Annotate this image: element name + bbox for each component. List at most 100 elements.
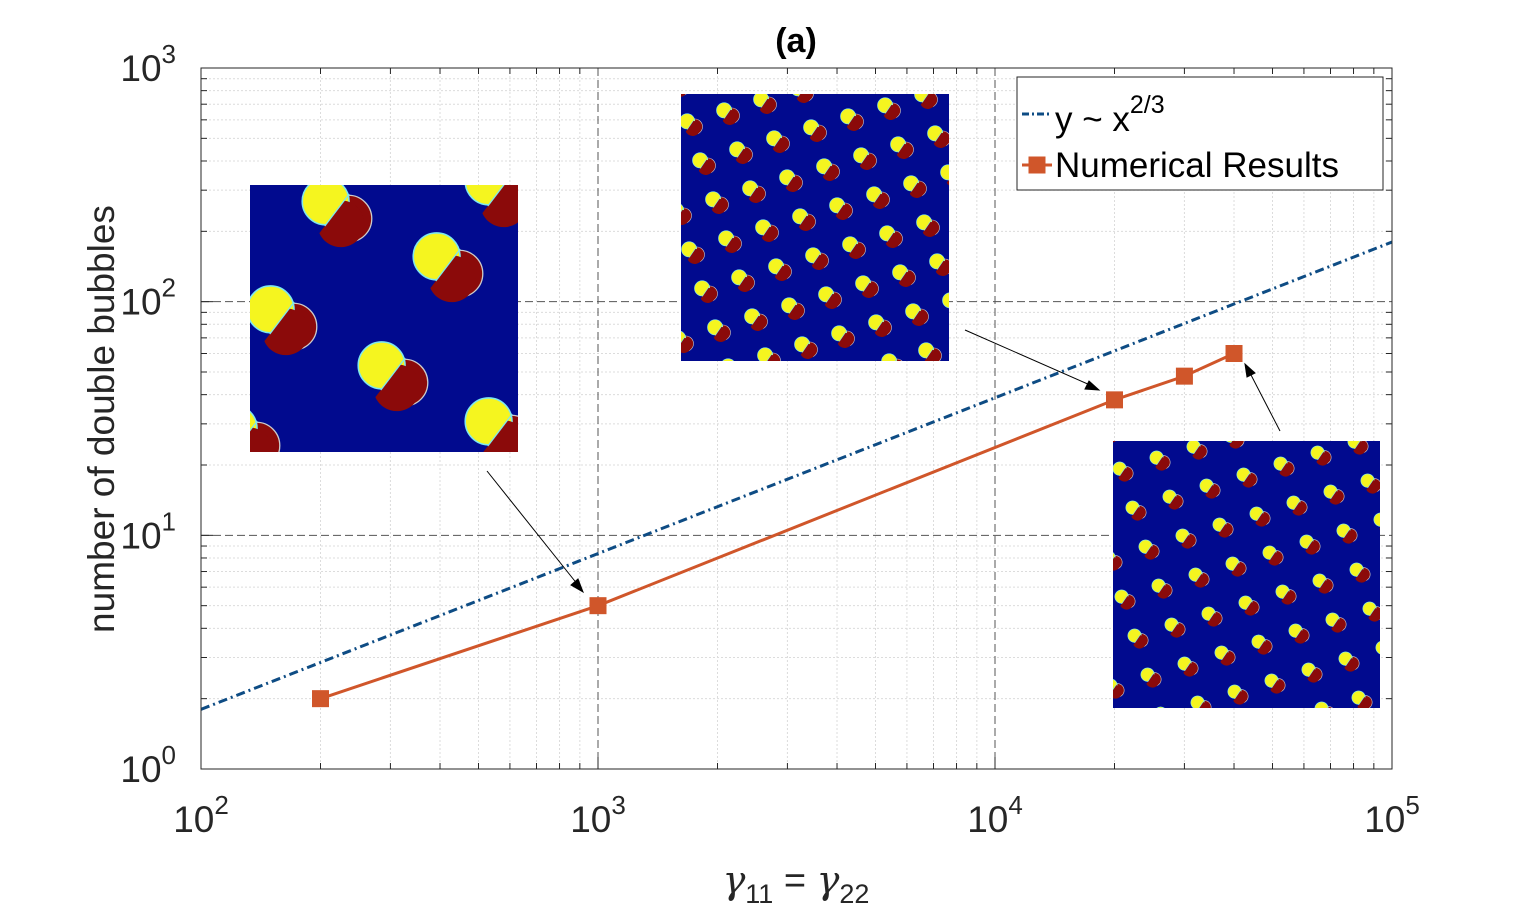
double-bubble	[840, 108, 865, 134]
double-bubble	[1190, 695, 1212, 708]
double-bubble	[929, 253, 949, 279]
bubble-interface	[487, 185, 505, 207]
double-bubble	[816, 158, 841, 184]
double-bubble	[742, 180, 767, 206]
bubble-interface	[766, 352, 773, 361]
double-bubble	[1347, 441, 1369, 458]
double-bubble	[357, 341, 430, 421]
double-bubble	[853, 147, 878, 173]
bubble-interface	[380, 357, 406, 391]
double-bubble	[1227, 684, 1249, 708]
bubble-interface	[1193, 444, 1201, 454]
arrow-inset2	[964, 329, 1091, 386]
bubble-interface	[324, 193, 350, 227]
bubble-interface	[726, 235, 734, 247]
double-bubble	[1238, 595, 1260, 619]
bubble-interface	[715, 324, 723, 336]
bubble-interface	[1293, 500, 1301, 510]
bubble-interface	[1295, 628, 1303, 638]
bubble-interface	[811, 124, 819, 136]
double-bubble	[755, 219, 780, 245]
y-tick-label: 102	[120, 273, 176, 323]
inset-gamma-1000	[250, 185, 518, 452]
bubble-interface	[752, 313, 760, 325]
double-bubble	[1249, 506, 1271, 530]
double-bubble	[1199, 478, 1221, 502]
double-bubble	[705, 191, 730, 217]
x-tick-label: 102	[173, 790, 229, 840]
double-bubble	[1113, 552, 1123, 574]
bubble-interface	[926, 347, 934, 359]
double-bubble	[1188, 567, 1210, 591]
double-bubble	[766, 130, 791, 156]
inset-gamma-40000	[1113, 441, 1380, 708]
double-bubble	[1360, 473, 1380, 497]
arrowhead-inset2	[1084, 380, 1101, 391]
y-tick-label: 101	[120, 506, 176, 556]
bubble-lobe-yellow	[940, 164, 949, 181]
double-bubble	[881, 353, 906, 361]
double-bubble	[1262, 545, 1284, 569]
double-bubble	[1114, 589, 1136, 613]
y-tick-label: 103	[120, 39, 176, 89]
double-bubble	[694, 280, 719, 306]
bubble-interface	[924, 219, 932, 231]
bubble-lobe-yellow	[942, 292, 949, 309]
double-bubble	[753, 94, 778, 117]
bubble-interface	[1369, 606, 1377, 616]
double-bubble	[1336, 523, 1358, 547]
bubble-interface	[894, 358, 897, 361]
double-bubble	[1286, 495, 1308, 519]
bubble-interface	[1221, 650, 1229, 660]
double-bubble	[779, 169, 804, 195]
legend-label-numerical: Numerical Results	[1055, 146, 1339, 185]
legend: y ~ x2/3 Numerical Results	[1016, 76, 1384, 191]
bubble-interface	[1113, 683, 1118, 690]
bubble-interface	[787, 174, 795, 186]
double-bubble	[831, 325, 856, 351]
bubble-interface	[1121, 594, 1129, 604]
double-bubble	[757, 347, 782, 361]
double-bubble	[805, 247, 830, 273]
double-bubble	[855, 275, 880, 301]
double-bubble	[731, 269, 756, 295]
bubble-lobe-red-fill	[419, 245, 485, 312]
bubble-interface	[824, 163, 832, 175]
y-axis-label: number of double bubbles	[81, 205, 122, 633]
bubble-interface	[1158, 583, 1166, 593]
arrow-inset1	[486, 470, 579, 586]
double-bubble	[803, 119, 828, 145]
bubble-lobe-red-fill	[308, 190, 374, 257]
double-bubble	[1201, 606, 1223, 630]
double-bubble	[918, 342, 943, 361]
bubble-interface	[1134, 633, 1142, 643]
bubble-interface	[1332, 617, 1340, 627]
double-bubble	[1351, 690, 1373, 708]
double-bubble	[1164, 617, 1186, 641]
bubble-interface	[1345, 656, 1353, 666]
double-bubble	[1251, 634, 1273, 658]
bubble-lobe-yellow	[1314, 701, 1329, 708]
double-bubble	[868, 314, 893, 340]
double-bubble	[1177, 656, 1199, 680]
double-bubble	[1162, 489, 1184, 513]
bubble-interface	[861, 152, 869, 164]
double-bubble	[892, 264, 917, 290]
bubble-interface	[761, 96, 769, 108]
bubble-interface	[1243, 472, 1251, 482]
bubble-interface	[763, 224, 771, 236]
double-bubble	[1299, 534, 1321, 558]
double-bubble	[1310, 445, 1332, 469]
bubble-interface	[750, 185, 758, 197]
double-bubble	[1314, 701, 1336, 708]
bubble-interface	[800, 213, 808, 225]
double-bubble	[1113, 441, 1121, 446]
bubble-interface	[689, 246, 697, 258]
bubble-interface	[702, 285, 710, 297]
bubble-interface	[876, 319, 884, 331]
double-bubble	[1186, 441, 1208, 463]
bubble-interface	[737, 146, 745, 158]
double-bubble	[794, 336, 819, 361]
double-bubble	[1325, 612, 1347, 636]
